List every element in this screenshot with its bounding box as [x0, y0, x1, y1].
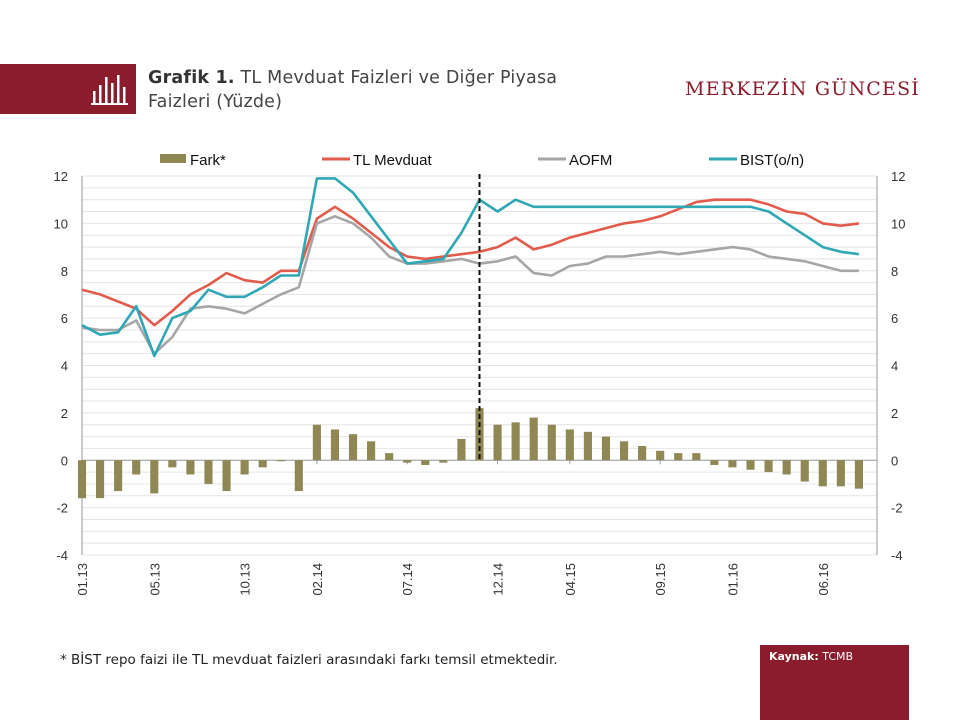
y-tick-label: 6 — [61, 311, 68, 326]
y-tick-label: -4 — [56, 548, 68, 563]
bar-fark — [764, 460, 773, 473]
bar-fark — [240, 460, 249, 475]
bar-fark — [421, 460, 430, 465]
y-tick-label: 8 — [61, 264, 68, 279]
bar-fark — [222, 460, 231, 492]
y2-tick-label: 10 — [891, 216, 905, 231]
title-line-2: Faizleri (Yüzde) — [148, 92, 283, 112]
title-rest: TL Mevduat Faizleri ve Diğer Piyasa — [240, 68, 558, 88]
bar-fark — [728, 460, 737, 468]
bar-fark — [782, 460, 791, 475]
source-value: TCMB — [822, 650, 854, 663]
bar-fark — [439, 460, 448, 463]
x-tick-label: 05.13 — [147, 563, 162, 596]
y2-tick-label: 4 — [891, 359, 898, 374]
x-tick-label: 01.13 — [75, 563, 90, 596]
bar-fark — [294, 460, 303, 492]
chart: -4 -2 0 2 4 6 8 10 12 -4 -2 0 2 4 6 8 10 12 01.13 05.13 10.1… — [54, 152, 906, 596]
x-tick-label: 06.16 — [816, 563, 831, 596]
bar-fark — [132, 460, 141, 475]
y2-tick-label: -2 — [891, 501, 903, 516]
bar-fark — [674, 453, 683, 461]
bar-fark — [367, 441, 376, 461]
x-tick-label: 07.14 — [400, 563, 415, 596]
bar-fark — [565, 429, 574, 461]
bar-chart-icon — [91, 75, 128, 105]
title-line-1: Grafik 1. TL Mevduat Faizleri ve Diğer P… — [148, 66, 668, 90]
bar-fark — [547, 424, 556, 461]
legend-label: AOFM — [569, 152, 612, 169]
source-label: Kaynak: — [769, 650, 819, 663]
legend-swatch — [160, 154, 186, 163]
source-text: Kaynak: TCMB — [769, 650, 853, 663]
bar-fark — [312, 424, 321, 461]
bar-fark — [619, 441, 629, 461]
bar-fark — [638, 446, 647, 461]
bar-fark — [836, 460, 845, 487]
brand-logo: MERKEZİN GÜNCESİ — [684, 78, 920, 100]
bar-fark — [656, 450, 665, 461]
y-tick-label: 12 — [54, 169, 68, 184]
y-tick-label: 0 — [61, 453, 68, 468]
bar-fark — [800, 460, 809, 482]
series-line-bist-o-n- — [81, 177, 860, 358]
y2-tick-label: 6 — [891, 311, 898, 326]
bar-fark — [818, 460, 827, 487]
bar-fark — [276, 460, 285, 462]
bar-fark — [529, 417, 538, 461]
y2-tick-label: 8 — [891, 264, 898, 279]
bar-fark — [493, 424, 502, 461]
bar-fark — [186, 460, 195, 475]
y-tick-label: 4 — [61, 359, 68, 374]
series-line-tl-mevduat — [81, 198, 860, 327]
x-tick-label: 04.15 — [563, 563, 578, 596]
bar-fark — [854, 460, 863, 489]
bar-fark — [114, 460, 123, 492]
bar-fark — [457, 438, 466, 461]
bar-fark — [511, 422, 520, 461]
legend-label: TL Mevduat — [353, 152, 432, 169]
bar-fark — [403, 460, 412, 463]
title-bold: Grafik 1. — [148, 68, 235, 88]
x-tick-label: 12.14 — [491, 563, 506, 596]
series-line-aofm — [81, 215, 859, 355]
x-tick-label: 01.16 — [725, 563, 740, 596]
y2-tick-label: -4 — [891, 548, 903, 563]
y-tick-label: -2 — [56, 501, 68, 516]
y2-tick-label: 2 — [891, 406, 898, 421]
bar-fark — [601, 436, 611, 461]
bar-fark — [583, 431, 592, 461]
bar-fark — [77, 460, 87, 499]
bar-fark — [385, 453, 394, 461]
x-tick-label: 10.13 — [238, 563, 253, 596]
bar-fark — [710, 460, 719, 465]
x-tick-label: 02.14 — [310, 563, 325, 596]
y2-tick-label: 12 — [891, 169, 905, 184]
y-tick-label: 10 — [54, 216, 68, 231]
legend-label: BIST(o/n) — [740, 152, 804, 169]
chart-title: Grafik 1. TL Mevduat Faizleri ve Diğer P… — [148, 66, 668, 114]
bar-fark — [692, 453, 701, 461]
bar-fark — [168, 460, 177, 468]
bar-fark — [96, 460, 105, 499]
bar-fark — [150, 460, 159, 494]
y-tick-label: 2 — [61, 406, 68, 421]
legend-label: Fark* — [190, 152, 226, 169]
bar-fark — [330, 429, 340, 461]
footnote: * BİST repo faizi ile TL mevduat faizler… — [60, 652, 558, 668]
bar-fark — [204, 460, 213, 484]
bar-fark — [746, 460, 755, 470]
y2-tick-label: 0 — [891, 453, 898, 468]
bar-fark — [348, 434, 358, 461]
source-box: Kaynak: TCMB — [760, 645, 909, 720]
x-tick-label: 09.15 — [653, 563, 668, 596]
bar-fark — [258, 460, 267, 468]
